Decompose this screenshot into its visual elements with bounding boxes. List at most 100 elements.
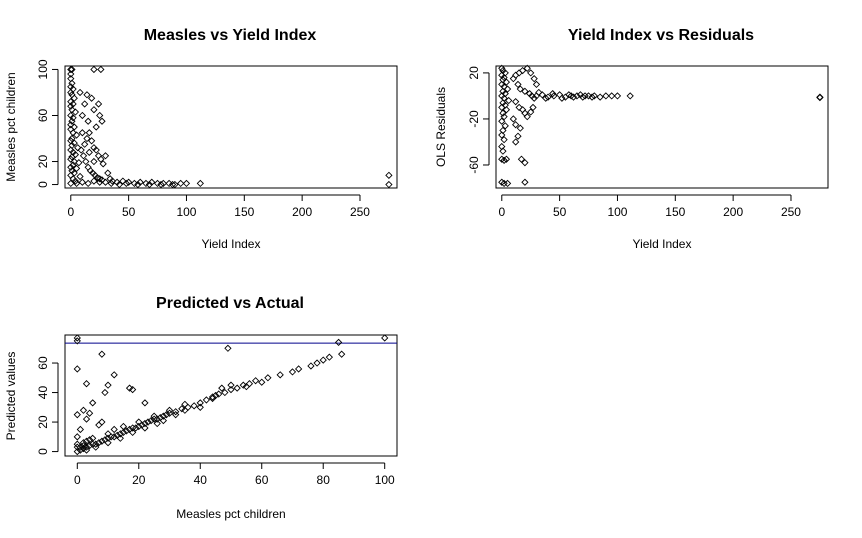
data-point [76, 425, 85, 434]
data-point [196, 403, 204, 411]
data-point [67, 155, 75, 163]
data-point [70, 123, 78, 131]
data-point [181, 406, 189, 414]
data-point [501, 122, 509, 130]
data-point [499, 147, 507, 155]
data-point [101, 388, 109, 397]
data-point [74, 144, 82, 152]
data-point [119, 428, 128, 437]
data-point [67, 70, 75, 78]
data-point [498, 64, 506, 72]
data-point [77, 146, 85, 154]
data-point [150, 412, 158, 420]
data-point [514, 80, 522, 89]
data-point [68, 106, 76, 114]
chart-title: Predicted vs Actual [156, 295, 304, 312]
data-point [68, 134, 76, 143]
x-tick-label: 100 [375, 473, 395, 487]
data-point [70, 169, 78, 177]
data-point [523, 113, 531, 121]
x-axis-label: Measles pct children [176, 507, 285, 521]
data-point [69, 129, 77, 137]
y-axis-label: OLS Residuals [434, 87, 448, 167]
point-layer [73, 334, 389, 456]
data-point [385, 180, 393, 189]
data-point [512, 121, 520, 129]
data-point [101, 178, 110, 186]
data-point [514, 132, 522, 140]
data-point [276, 371, 284, 379]
data-point [85, 436, 94, 444]
data-point [84, 179, 92, 188]
data-point [512, 138, 520, 146]
data-point [532, 80, 541, 89]
data-point [122, 179, 130, 188]
data-point [95, 421, 103, 429]
data-point [509, 75, 517, 83]
data-point [168, 180, 177, 189]
data-point [90, 157, 98, 166]
data-point [602, 92, 610, 100]
data-point [92, 440, 100, 448]
x-tick-label: 50 [553, 205, 567, 219]
data-point [68, 153, 76, 161]
y-tick-label: 20 [36, 415, 50, 429]
y-tick-label: -60 [467, 156, 481, 174]
data-point [72, 164, 81, 173]
data-point [521, 109, 529, 117]
data-point [78, 178, 86, 186]
chart-title: Yield Index vs Residuals [568, 27, 754, 44]
data-point [159, 412, 168, 420]
data-point [72, 131, 81, 139]
data-point [141, 419, 149, 428]
data-point [122, 427, 131, 435]
data-point [245, 380, 254, 388]
data-point [165, 406, 174, 414]
data-point [381, 334, 389, 342]
data-point [218, 384, 226, 392]
data-point [104, 439, 112, 447]
panel-measles-vs-yield: Measles vs Yield Index 0 50 100 150 200 250 0… [4, 27, 398, 251]
data-point [71, 108, 80, 116]
data-point [82, 446, 91, 454]
data-point [576, 91, 585, 99]
data-point [498, 103, 506, 112]
data-point [153, 419, 161, 428]
data-point [141, 399, 149, 407]
data-point [569, 93, 578, 101]
data-point [119, 177, 127, 185]
data-point [83, 91, 91, 99]
data-point [171, 180, 179, 189]
data-point [530, 94, 538, 102]
y-axis: 0 20 60 100 [36, 59, 59, 188]
y-tick-label: -20 [467, 110, 481, 128]
data-point [70, 157, 78, 166]
data-point [196, 399, 204, 407]
data-point [233, 384, 241, 392]
data-point [108, 177, 117, 185]
x-tick-label: 250 [350, 205, 370, 219]
data-point [90, 65, 98, 74]
data-point [82, 415, 91, 423]
data-point [325, 353, 334, 361]
data-point [81, 140, 89, 148]
data-point [92, 146, 100, 154]
data-point [516, 124, 524, 132]
data-point [73, 433, 81, 441]
y-tick-label: 0 [36, 181, 50, 188]
x-tick-label: 80 [317, 473, 331, 487]
data-point [502, 155, 511, 163]
data-point [128, 424, 137, 432]
data-point [550, 92, 558, 100]
chart-title: Measles vs Yield Index [144, 27, 317, 44]
data-point [94, 152, 103, 160]
data-point [542, 94, 550, 102]
data-point [71, 177, 80, 185]
data-point [94, 100, 103, 108]
x-tick-label: 0 [498, 205, 505, 219]
data-point [81, 100, 89, 108]
y-axis: 0 20 40 60 [36, 356, 59, 455]
x-tick-label: 40 [194, 473, 208, 487]
data-point [79, 152, 88, 160]
data-point [83, 134, 91, 143]
